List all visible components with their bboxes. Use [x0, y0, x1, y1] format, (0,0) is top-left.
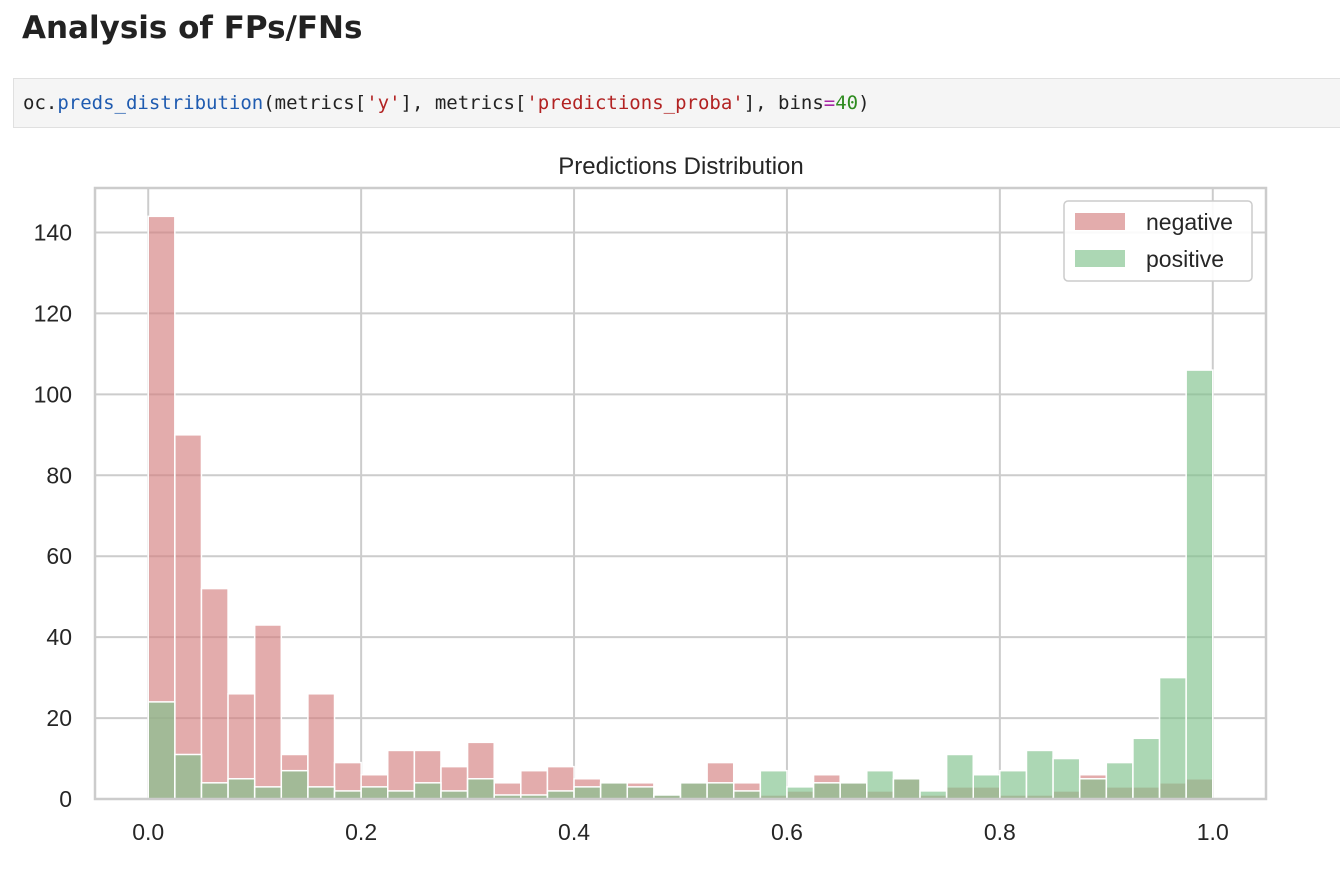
legend-label-negative: negative	[1146, 209, 1233, 235]
positive-bar	[839, 782, 868, 800]
predictions-histogram: Predictions Distribution 0.0 0.2 0.4 0.6 0.8…	[34, 153, 1268, 845]
positive-bar	[1185, 369, 1214, 800]
legend: negative positive	[1063, 200, 1253, 282]
legend-label-positive: positive	[1146, 246, 1224, 272]
x-tick-label: 0.2	[345, 819, 377, 845]
x-tick-label: 0.6	[771, 819, 803, 845]
positive-bar	[945, 753, 974, 800]
x-tick-label: 1.0	[1197, 819, 1229, 845]
legend-swatch-negative	[1075, 213, 1125, 230]
code-function-name: preds_distribution	[57, 92, 264, 114]
positive-bar	[1025, 749, 1054, 800]
positive-bars	[147, 369, 1214, 800]
plot-border	[93, 186, 1268, 801]
positive-bar	[413, 782, 442, 800]
axes-frame	[93, 186, 1268, 801]
positive-bar	[599, 782, 629, 800]
positive-bar	[1132, 737, 1161, 800]
negative-bar	[200, 587, 229, 800]
positive-bar	[1158, 676, 1187, 800]
y-tick-label: 60	[46, 543, 72, 569]
negative-bar	[307, 693, 336, 800]
x-tick-labels: 0.0 0.2 0.4 0.6 0.8 1.0	[132, 819, 1229, 845]
code-arg-proba: 'predictions_proba'	[526, 92, 744, 114]
plot-background	[95, 188, 1266, 799]
positive-bar	[866, 769, 895, 800]
x-tick-label: 0.4	[558, 819, 590, 845]
code-bins-value: 40	[835, 92, 859, 114]
positive-bar	[999, 769, 1028, 800]
section-heading: Analysis of FPs/FNs	[22, 10, 363, 46]
chart-title: Predictions Distribution	[558, 153, 803, 180]
positive-bar	[892, 778, 921, 800]
positive-bar	[200, 782, 229, 800]
positive-bar	[972, 773, 1001, 800]
code-cell[interactable]: oc.preds_distribution(metrics['y'], metr…	[13, 78, 1340, 128]
positive-bar	[1052, 757, 1081, 800]
positive-bar	[812, 782, 841, 800]
code-close: )	[858, 92, 870, 114]
positive-bar	[227, 778, 256, 800]
positive-bar	[679, 782, 708, 800]
x-tick-label: 0.8	[984, 819, 1016, 845]
positive-bar	[466, 778, 495, 800]
positive-bar	[280, 769, 309, 800]
y-tick-label: 100	[34, 381, 72, 407]
positive-bar	[360, 786, 389, 800]
x-tick-label: 0.0	[132, 819, 164, 845]
positive-bar	[307, 786, 336, 800]
y-tick-label: 80	[46, 462, 72, 488]
code-line: oc.preds_distribution(metrics['y'], metr…	[23, 92, 870, 114]
positive-bar	[253, 786, 283, 800]
code-arg-y: 'y'	[366, 92, 401, 114]
positive-bar	[786, 786, 815, 800]
code-after-arg: ], bins	[743, 92, 824, 114]
y-tick-label: 20	[46, 705, 72, 731]
plot-area	[95, 188, 1266, 799]
negative-bar	[253, 624, 283, 800]
positive-bar	[1078, 778, 1108, 800]
code-equals: =	[823, 92, 836, 114]
positive-bar	[147, 701, 176, 800]
negative-bar	[174, 434, 203, 800]
positive-bar	[174, 753, 203, 800]
positive-bar	[759, 769, 788, 800]
y-tick-label: 0	[59, 786, 72, 812]
code-open: (metrics[	[263, 92, 367, 114]
y-tick-labels: 0 20 40 60 80 100 120 140	[34, 220, 72, 812]
y-tick-label: 140	[34, 220, 72, 246]
y-tick-label: 40	[46, 624, 72, 650]
legend-swatch-positive	[1075, 250, 1125, 267]
positive-bar	[626, 786, 655, 800]
code-middle: ], metrics[	[400, 92, 527, 114]
positive-bar	[573, 786, 602, 800]
positive-bar	[706, 782, 735, 800]
code-prefix: oc.	[23, 92, 58, 114]
positive-bar	[1105, 761, 1134, 800]
y-tick-label: 120	[34, 300, 72, 326]
